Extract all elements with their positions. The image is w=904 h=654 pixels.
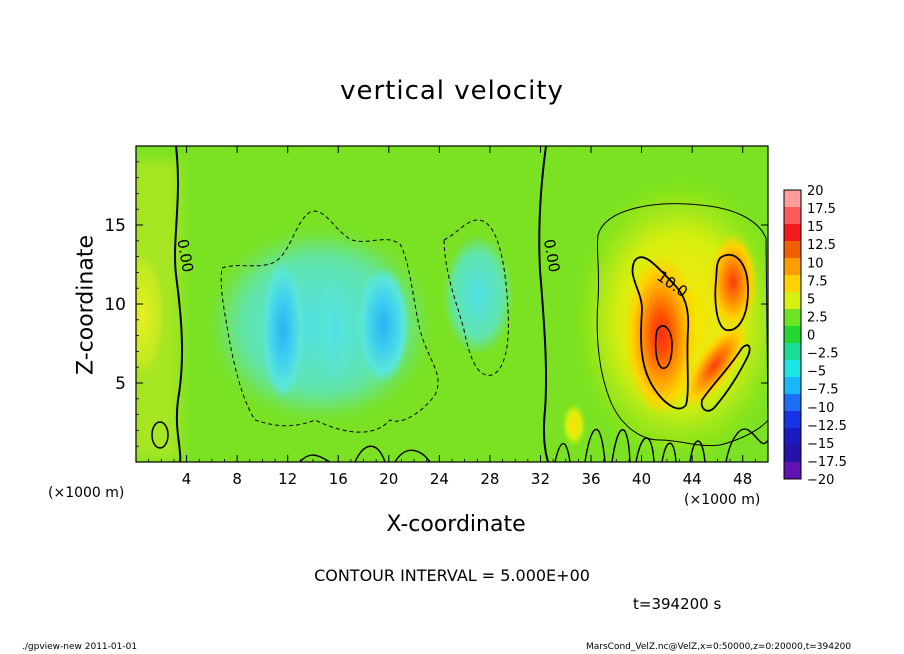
colorbar-label: −2.5 [807, 347, 839, 362]
downdraft-core-1 [261, 260, 305, 400]
chart-title: vertical velocity [340, 76, 564, 106]
x-tick-label: 20 [379, 470, 398, 488]
colorbar-swatch [784, 258, 801, 275]
colorbar-label: −20 [807, 473, 834, 488]
positive-contour-10-lower [700, 344, 751, 412]
x-tick-label: 48 [733, 470, 752, 488]
x-tick-label: 28 [480, 470, 499, 488]
downdraft-core-2 [357, 267, 409, 383]
positive-contour-5 [596, 203, 768, 447]
colorbar-swatch [784, 428, 801, 445]
x-tick-label: 32 [531, 470, 550, 488]
x-unit-label-left: (×1000 m) [48, 485, 125, 501]
contour-label: 0.00 [540, 238, 564, 274]
colorbar-label: 15 [807, 220, 824, 235]
updraft-main [625, 255, 697, 415]
colorbar-label: −12.5 [807, 419, 847, 434]
colorbar-label: 17.5 [807, 202, 836, 217]
colorbar-label: 5 [807, 292, 815, 307]
colorbar-label: −5 [807, 365, 826, 380]
negative-contour-east [443, 219, 509, 376]
colorbar-swatch [784, 309, 801, 326]
negative-contour [220, 210, 439, 433]
colorbar-swatch [784, 326, 801, 343]
colorbar-swatch [784, 411, 801, 428]
x-tick-label: 44 [683, 470, 702, 488]
colorbar: 20 17.5 15 12.5 10 7.5 5 2.5 0 −2.5 −5 −7.5 −10 −12.5… [783, 184, 847, 488]
colorbar-label: 10 [807, 256, 824, 271]
colorbar-swatch [784, 275, 801, 292]
x-tick-label: 12 [278, 470, 297, 488]
time-label: t=394200 s [633, 595, 722, 613]
colorbar-label: 12.5 [807, 238, 836, 253]
footer-right: MarsCond_VelZ.nc@VelZ,x=0:50000,z=0:2000… [586, 642, 852, 652]
colorbar-frame [783, 189, 802, 480]
zero-contour-right [538, 146, 549, 462]
colorbar-swatch [784, 292, 801, 309]
zero-contour-left [174, 146, 184, 462]
colorbar-swatch [784, 241, 801, 258]
colorbar-swatch [784, 343, 801, 360]
small-contour-left [151, 421, 169, 449]
colorbar-swatch [784, 360, 801, 377]
colorbar-label: 2.5 [807, 310, 828, 325]
colorbar-label: −17.5 [807, 455, 847, 470]
x-tick-label: 4 [182, 470, 192, 488]
colorbar-label: −7.5 [807, 383, 839, 398]
contour-label: 0.00 [173, 238, 197, 274]
x-tick-label: 36 [581, 470, 600, 488]
heatmap-field [136, 146, 768, 462]
y-tick-label: 10 [104, 295, 126, 315]
downdraft-core-3 [317, 275, 353, 385]
x-tick-label: 24 [430, 470, 449, 488]
y-tick-label: 5 [115, 374, 126, 394]
colorbar-label: 7.5 [807, 274, 828, 289]
updraft-small [562, 403, 586, 447]
positive-contour-10 [631, 256, 690, 410]
colorbar-swatch [784, 394, 801, 411]
x-unit-label-right: (×1000 m) [684, 492, 761, 508]
colorbar-swatch [784, 377, 801, 394]
colorbar-swatch [784, 207, 801, 224]
colorbar-label: 20 [807, 184, 824, 199]
x-tick-label: 16 [329, 470, 348, 488]
colorbar-swatch [784, 445, 801, 462]
colorbar-label: −10 [807, 401, 834, 416]
downdraft-region-east [443, 235, 513, 355]
y-tick-label: 15 [104, 216, 126, 236]
x-axis-label: X-coordinate [386, 512, 526, 537]
colorbar-label: −15 [807, 437, 834, 452]
positive-contour-10-right [714, 253, 749, 331]
footer-left: ./gpview-new 2011-01-01 [22, 642, 138, 652]
colorbar-swatch [784, 190, 801, 207]
updraft-lower [682, 322, 748, 408]
positive-contour-15 [654, 325, 673, 369]
x-tick-label: 40 [632, 470, 651, 488]
colorbar-swatch [784, 224, 801, 241]
bottom-contour [299, 428, 768, 462]
left-updraft [136, 245, 168, 385]
contour-interval-label: CONTOUR INTERVAL = 5.000E+00 [314, 566, 590, 585]
colorbar-swatch [784, 462, 801, 479]
y-axis-label: Z-coordinate [73, 235, 99, 375]
x-tick-label: 8 [232, 470, 242, 488]
colorbar-label: 0 [807, 329, 815, 344]
